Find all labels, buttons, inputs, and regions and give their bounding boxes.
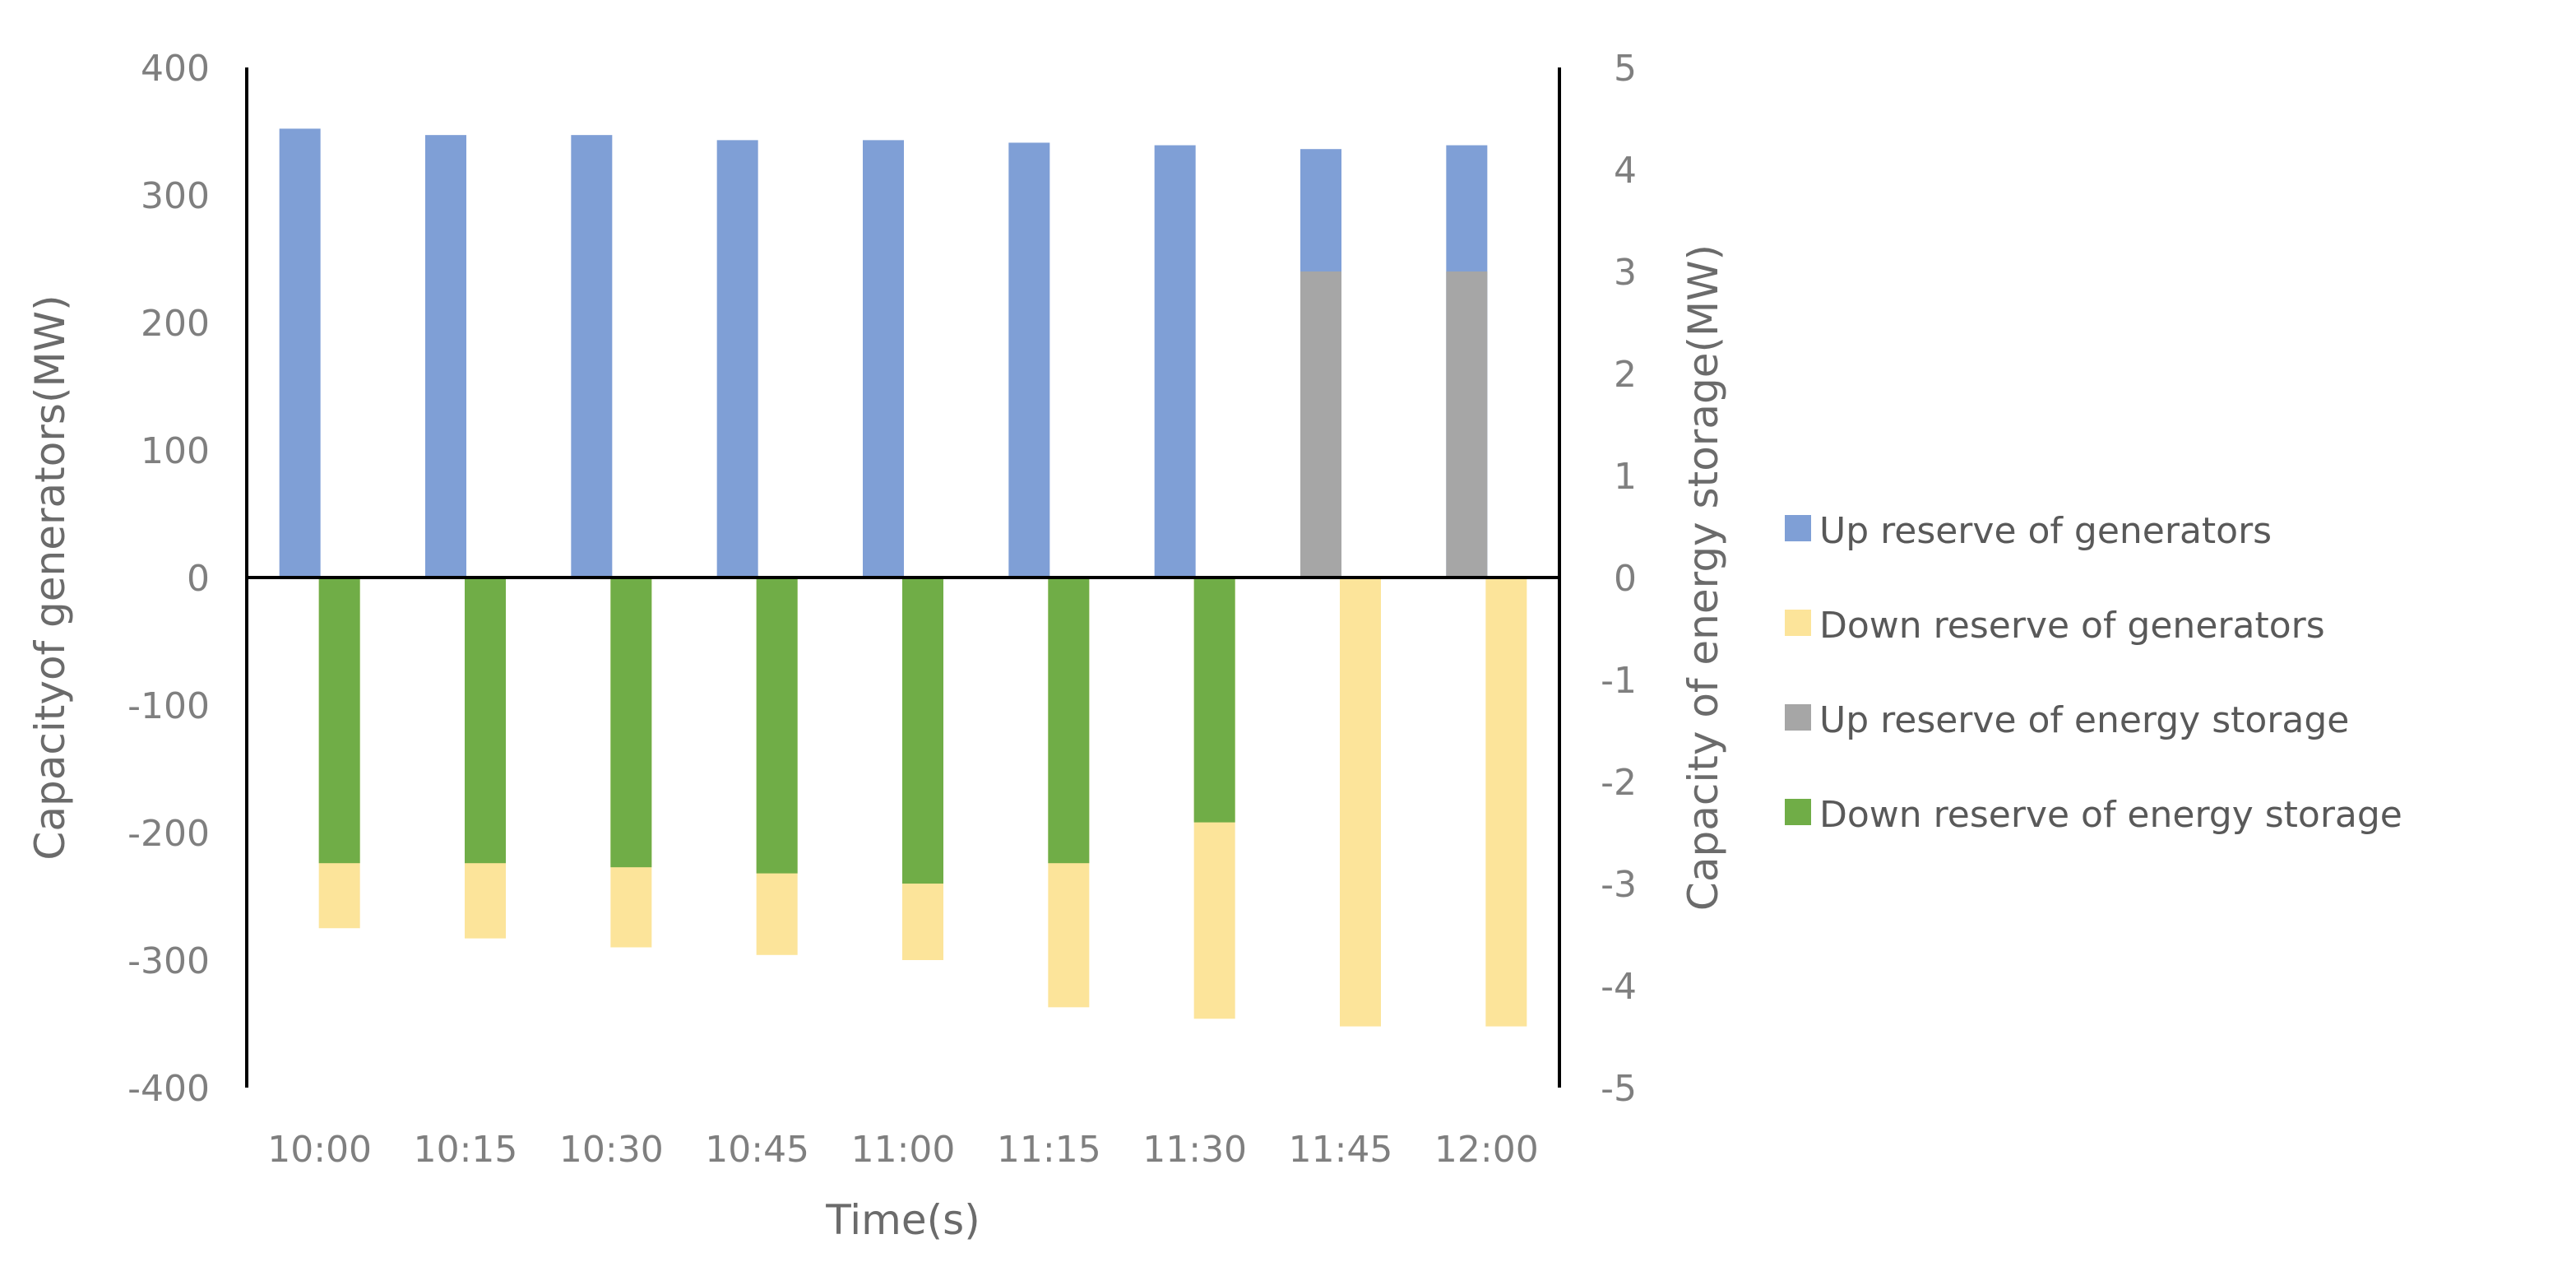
x-tick-label: 10:30	[559, 1129, 664, 1171]
x-tick-label: 11:30	[1142, 1129, 1247, 1171]
legend-swatch	[1785, 704, 1811, 731]
bar-down-reserve-generators	[1340, 578, 1381, 1027]
bar-down-reserve-storage	[610, 578, 652, 868]
right-y-tick-label: -2	[1601, 762, 1637, 804]
right-y-tick-label: 5	[1614, 48, 1637, 90]
bar-down-reserve-storage	[1193, 578, 1235, 823]
left-y-tick-label: 0	[187, 558, 210, 600]
ticks-layer: 400 300 200 100 0 -100 -200 -300 -400 5 4 3 2 1 0 -1 -2 -…	[127, 48, 1637, 1171]
right-y-tick-label: -4	[1601, 966, 1637, 1008]
x-tick-label: 10:45	[705, 1129, 809, 1171]
bar-down-reserve-storage	[465, 578, 506, 864]
legend-swatch	[1785, 799, 1811, 825]
left-y-axis-title: Capacityof generators(MW)	[26, 295, 74, 860]
x-tick-label: 11:45	[1289, 1129, 1393, 1171]
legend-label: Down reserve of energy storage	[1819, 794, 2402, 836]
x-tick-label: 11:15	[997, 1129, 1101, 1171]
left-y-tick-label: -400	[127, 1068, 210, 1110]
legend-label: Down reserve of generators	[1819, 605, 2325, 647]
right-y-tick-label: -3	[1601, 864, 1637, 906]
bar-up-reserve-generators	[1154, 145, 1196, 578]
x-tick-label: 11:00	[851, 1129, 956, 1171]
bar-up-reserve-generators	[716, 140, 758, 578]
left-y-tick-label: -100	[127, 685, 210, 727]
left-y-tick-label: 200	[141, 303, 210, 345]
bar-up-reserve-generators	[425, 135, 466, 578]
bar-down-reserve-storage	[318, 578, 360, 864]
legend-swatch	[1785, 515, 1811, 541]
bar-up-reserve-generators	[279, 128, 321, 578]
right-y-axis-title: Capacity of energy storage(MW)	[1679, 244, 1727, 911]
legend-swatch	[1785, 610, 1811, 636]
x-axis-title: Time(s)	[825, 1196, 980, 1244]
x-tick-label: 12:00	[1434, 1129, 1539, 1171]
bars-layer	[279, 128, 1527, 1027]
right-y-tick-label: -5	[1601, 1068, 1637, 1110]
axes-layer	[245, 67, 1561, 1088]
right-y-tick-label: 2	[1614, 354, 1637, 396]
right-y-tick-label: 3	[1614, 252, 1637, 294]
right-y-tick-label: 1	[1614, 456, 1637, 498]
x-tick-label: 10:00	[267, 1129, 372, 1171]
bar-down-reserve-storage	[1048, 578, 1090, 864]
legend-label: Up reserve of generators	[1819, 510, 2272, 552]
left-y-tick-label: -300	[127, 940, 210, 982]
bar-up-reserve-storage	[1300, 271, 1341, 578]
legend-label: Up reserve of energy storage	[1819, 699, 2349, 741]
right-y-tick-label: 0	[1614, 558, 1637, 600]
right-y-tick-label: 4	[1614, 150, 1637, 192]
bar-up-reserve-generators	[1008, 142, 1050, 578]
bar-up-reserve-generators	[571, 135, 613, 578]
left-y-tick-label: 400	[141, 48, 210, 90]
right-y-tick-label: -1	[1601, 660, 1637, 702]
bar-down-reserve-generators	[1485, 578, 1527, 1027]
left-y-tick-label: 300	[141, 175, 210, 217]
bar-down-reserve-storage	[902, 578, 943, 884]
bar-up-reserve-generators	[863, 140, 904, 578]
left-y-tick-label: -200	[127, 813, 210, 855]
bar-up-reserve-storage	[1446, 271, 1488, 578]
bar-down-reserve-storage	[756, 578, 798, 874]
left-y-tick-label: 100	[141, 430, 210, 472]
legend: Up reserve of generators Down reserve of …	[1785, 510, 2402, 836]
x-tick-label: 10:15	[414, 1129, 518, 1171]
